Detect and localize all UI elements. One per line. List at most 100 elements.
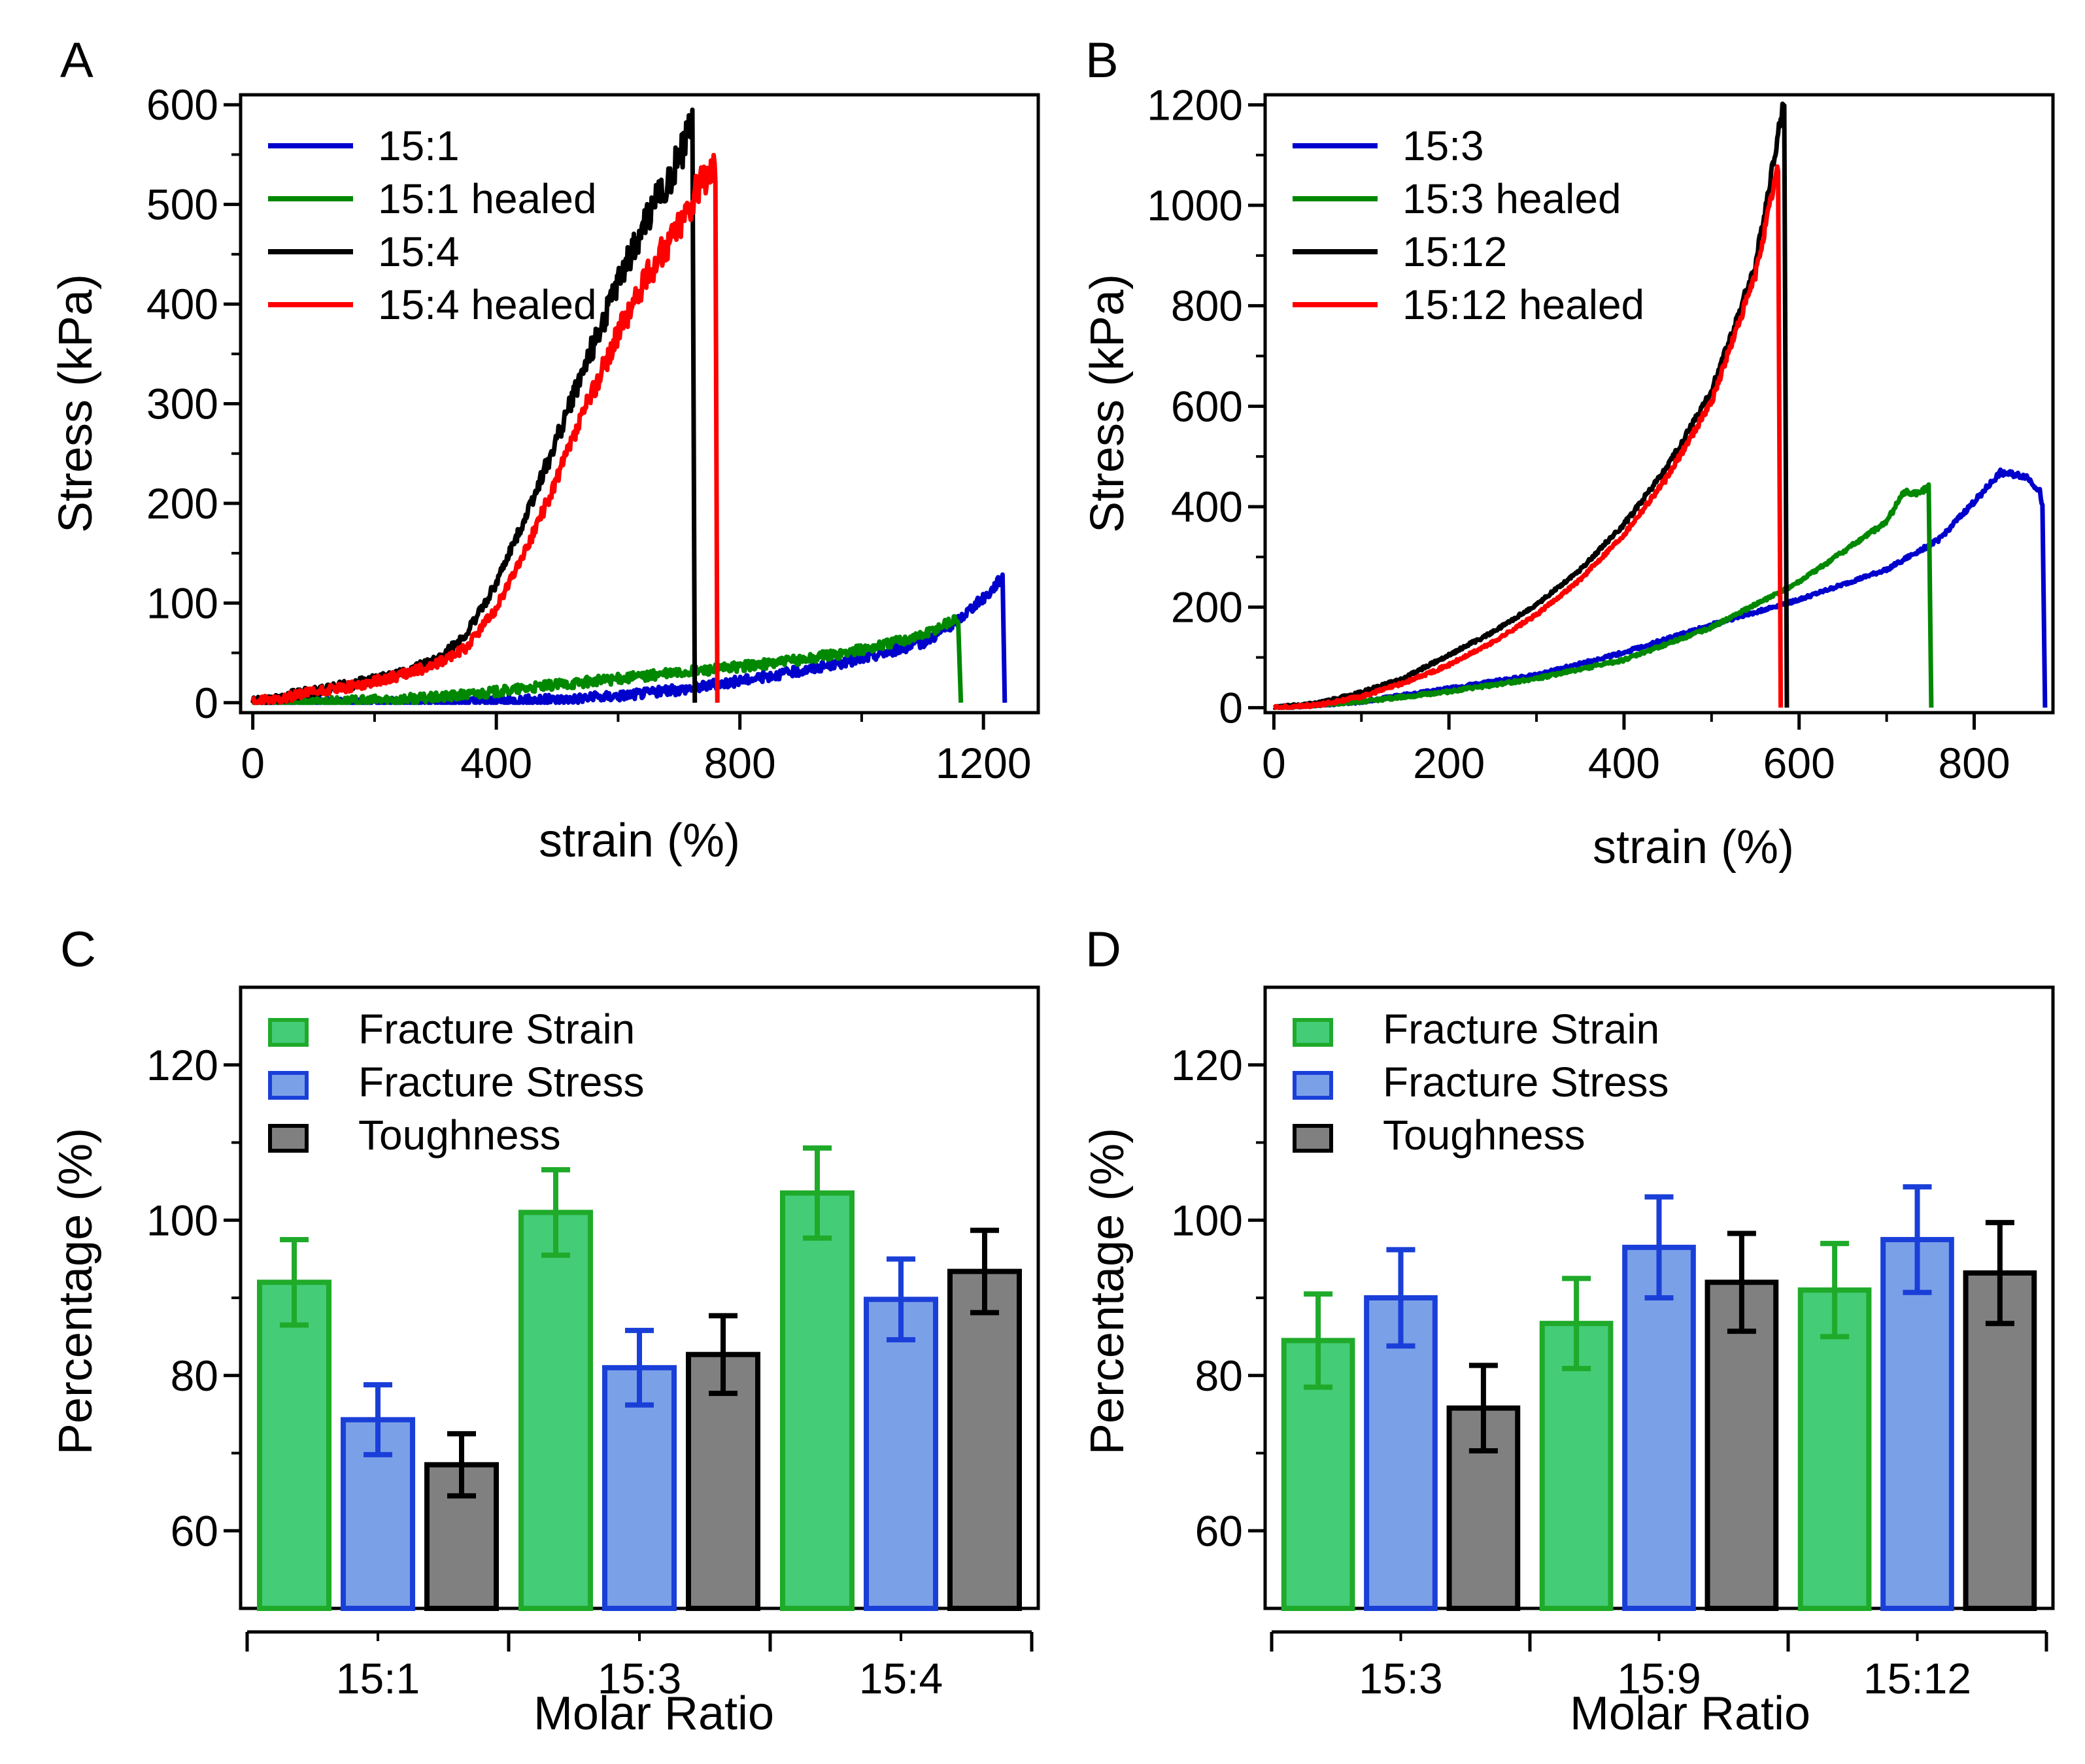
x-axis-title-c: Molar Ratio bbox=[534, 1688, 774, 1740]
y-tick-label: 0 bbox=[194, 679, 218, 727]
bar-fracture-strain-15-1 bbox=[257, 1280, 331, 1611]
legend-c: Fracture Strain Fracture Stress Toughness bbox=[268, 1006, 644, 1159]
bar-fracture-stress-15-3 bbox=[1364, 1295, 1438, 1611]
bar-toughness-15-4 bbox=[947, 1268, 1022, 1611]
x-tick-label: 400 bbox=[460, 739, 532, 787]
legend-label: Toughness bbox=[1383, 1111, 1585, 1159]
series-lines-b bbox=[1272, 101, 2048, 710]
y-tick-label: 100 bbox=[146, 1196, 218, 1244]
x-tick-label: 600 bbox=[1763, 739, 1835, 787]
y-tick-label: 600 bbox=[1171, 382, 1243, 430]
legend-swatch-fracture-strain bbox=[268, 1018, 309, 1047]
x-category-label: 15:9 bbox=[1617, 1654, 1701, 1703]
x-category-label: 15:3 bbox=[598, 1654, 681, 1703]
legend-label: 15:1 bbox=[378, 122, 460, 169]
x-tick-label: 0 bbox=[241, 739, 265, 787]
legend-swatch-toughness bbox=[268, 1124, 309, 1153]
panel-label-c: C bbox=[60, 922, 96, 977]
y-tick-label: 1200 bbox=[1147, 80, 1243, 129]
series-line-15-4-healed bbox=[250, 152, 720, 705]
x-axis-title-b: strain (%) bbox=[1593, 821, 1794, 874]
y-tick-label: 100 bbox=[146, 579, 218, 627]
axis-ticks-b: 0 200 400 600 800 0 200 400 600 800 1000 1200 bbox=[1147, 80, 2010, 787]
axis-ticks-c: 15:1 15:3 15:4 60 80 100 120 bbox=[146, 1041, 1034, 1703]
series-line-15-12-healed bbox=[1272, 164, 1784, 710]
panel-label-b: B bbox=[1085, 33, 1119, 88]
legend-d: Fracture Strain Fracture Stress Toughness bbox=[1293, 1006, 1669, 1159]
bar-fracture-stress-15-3 bbox=[602, 1365, 677, 1611]
series-line-15-1-healed bbox=[250, 614, 964, 705]
panel-a: A 0 400 800 1200 0 100 200 300 400 500 600 strain … bbox=[50, 33, 1040, 867]
y-axis-title-a: Stress (kPa) bbox=[50, 274, 102, 533]
legend-label: Toughness bbox=[358, 1111, 561, 1159]
bar-fracture-stress-15-9 bbox=[1622, 1244, 1696, 1611]
legend-label: 15:3 bbox=[1402, 122, 1484, 169]
y-tick-label: 400 bbox=[146, 280, 218, 328]
y-tick-label: 0 bbox=[1219, 683, 1243, 732]
bar-fracture-stress-15-4 bbox=[864, 1297, 938, 1611]
y-tick-label: 1000 bbox=[1147, 181, 1243, 229]
legend-label: 15:1 healed bbox=[378, 175, 597, 222]
legend-label: Fracture Stress bbox=[1383, 1059, 1669, 1106]
y-axis-title-c: Percentage (%) bbox=[50, 1128, 102, 1455]
x-tick-label: 200 bbox=[1413, 739, 1485, 787]
x-tick-label: 400 bbox=[1588, 739, 1660, 787]
bar-fracture-strain-15-4 bbox=[780, 1190, 855, 1611]
legend-swatch-toughness bbox=[1293, 1124, 1333, 1153]
x-category-label: 15:3 bbox=[1359, 1654, 1442, 1703]
y-tick-label: 800 bbox=[1171, 282, 1243, 330]
legend-swatch-fracture-stress bbox=[268, 1071, 309, 1100]
y-tick-label: 60 bbox=[171, 1506, 218, 1555]
y-tick-label: 200 bbox=[146, 479, 218, 528]
legend-label: 15:4 bbox=[378, 228, 460, 275]
bars-c bbox=[257, 1145, 1022, 1611]
bar-toughness-15-9 bbox=[1704, 1280, 1779, 1611]
x-axis-title-d: Molar Ratio bbox=[1570, 1688, 1810, 1740]
legend-b: 15:3 15:3 healed 15:12 15:12 healed bbox=[1293, 122, 1644, 328]
axis-ticks-a: 0 400 800 1200 0 100 200 300 400 500 600 bbox=[146, 80, 1032, 787]
legend-label: Fracture Strain bbox=[358, 1006, 635, 1053]
bar-fracture-strain-15-12 bbox=[1797, 1287, 1872, 1611]
plot-frame-b bbox=[1263, 93, 2055, 715]
x-tick-label: 1200 bbox=[936, 739, 1032, 787]
bar-fracture-stress-15-12 bbox=[1880, 1236, 1954, 1611]
legend-label: Fracture Strain bbox=[1383, 1006, 1659, 1053]
y-tick-label: 60 bbox=[1195, 1506, 1243, 1555]
bar-toughness-15-12 bbox=[1963, 1270, 2037, 1611]
y-tick-label: 400 bbox=[1171, 483, 1243, 531]
bar-fracture-strain-15-3 bbox=[518, 1210, 593, 1611]
x-tick-label: 800 bbox=[704, 739, 776, 787]
y-tick-label: 100 bbox=[1171, 1196, 1243, 1244]
y-tick-label: 600 bbox=[146, 80, 218, 129]
x-category-label: 15:12 bbox=[1863, 1654, 1971, 1703]
series-line-15-12 bbox=[1272, 101, 1789, 710]
y-axis-title-b: Stress (kPa) bbox=[1081, 274, 1134, 533]
y-tick-label: 120 bbox=[1171, 1041, 1243, 1089]
legend-label: 15:3 healed bbox=[1402, 175, 1621, 222]
y-tick-label: 80 bbox=[171, 1351, 218, 1400]
axis-ticks-d: 15:3 15:9 15:12 60 80 100 120 bbox=[1171, 1041, 2048, 1703]
legend-swatch-fracture-stress bbox=[1293, 1071, 1333, 1100]
panel-label-d: D bbox=[1085, 922, 1121, 977]
x-category-label: 15:1 bbox=[336, 1654, 420, 1703]
legend-label: 15:12 healed bbox=[1402, 281, 1644, 328]
x-category-label: 15:4 bbox=[859, 1654, 943, 1703]
x-tick-label: 0 bbox=[1262, 739, 1286, 787]
panel-c: C 15:1 15:3 15:4 60 80 100 120 Molar Ratio Per… bbox=[50, 922, 1040, 1740]
y-tick-label: 120 bbox=[146, 1041, 218, 1089]
panel-d: D 15:3 15:9 15:12 60 80 100 120 Molar Ratio Pe… bbox=[1081, 922, 2055, 1740]
y-tick-label: 200 bbox=[1171, 583, 1243, 632]
legend-a: 15:1 15:1 healed 15:4 15:4 healed bbox=[268, 122, 597, 328]
series-line-15-3-healed bbox=[1272, 482, 1934, 710]
legend-label: 15:4 healed bbox=[378, 281, 597, 328]
legend-swatch-fracture-strain bbox=[1293, 1018, 1333, 1047]
panel-b: B 0 200 400 600 800 0 200 400 600 800 1000 1200 str… bbox=[1081, 33, 2055, 874]
plot-frame-a bbox=[239, 93, 1040, 715]
y-axis-title-d: Percentage (%) bbox=[1081, 1128, 1134, 1455]
y-tick-label: 300 bbox=[146, 380, 218, 428]
x-axis-title-a: strain (%) bbox=[539, 815, 740, 867]
y-tick-label: 500 bbox=[146, 180, 218, 229]
x-tick-label: 800 bbox=[1938, 739, 2010, 787]
y-tick-label: 80 bbox=[1195, 1351, 1243, 1400]
